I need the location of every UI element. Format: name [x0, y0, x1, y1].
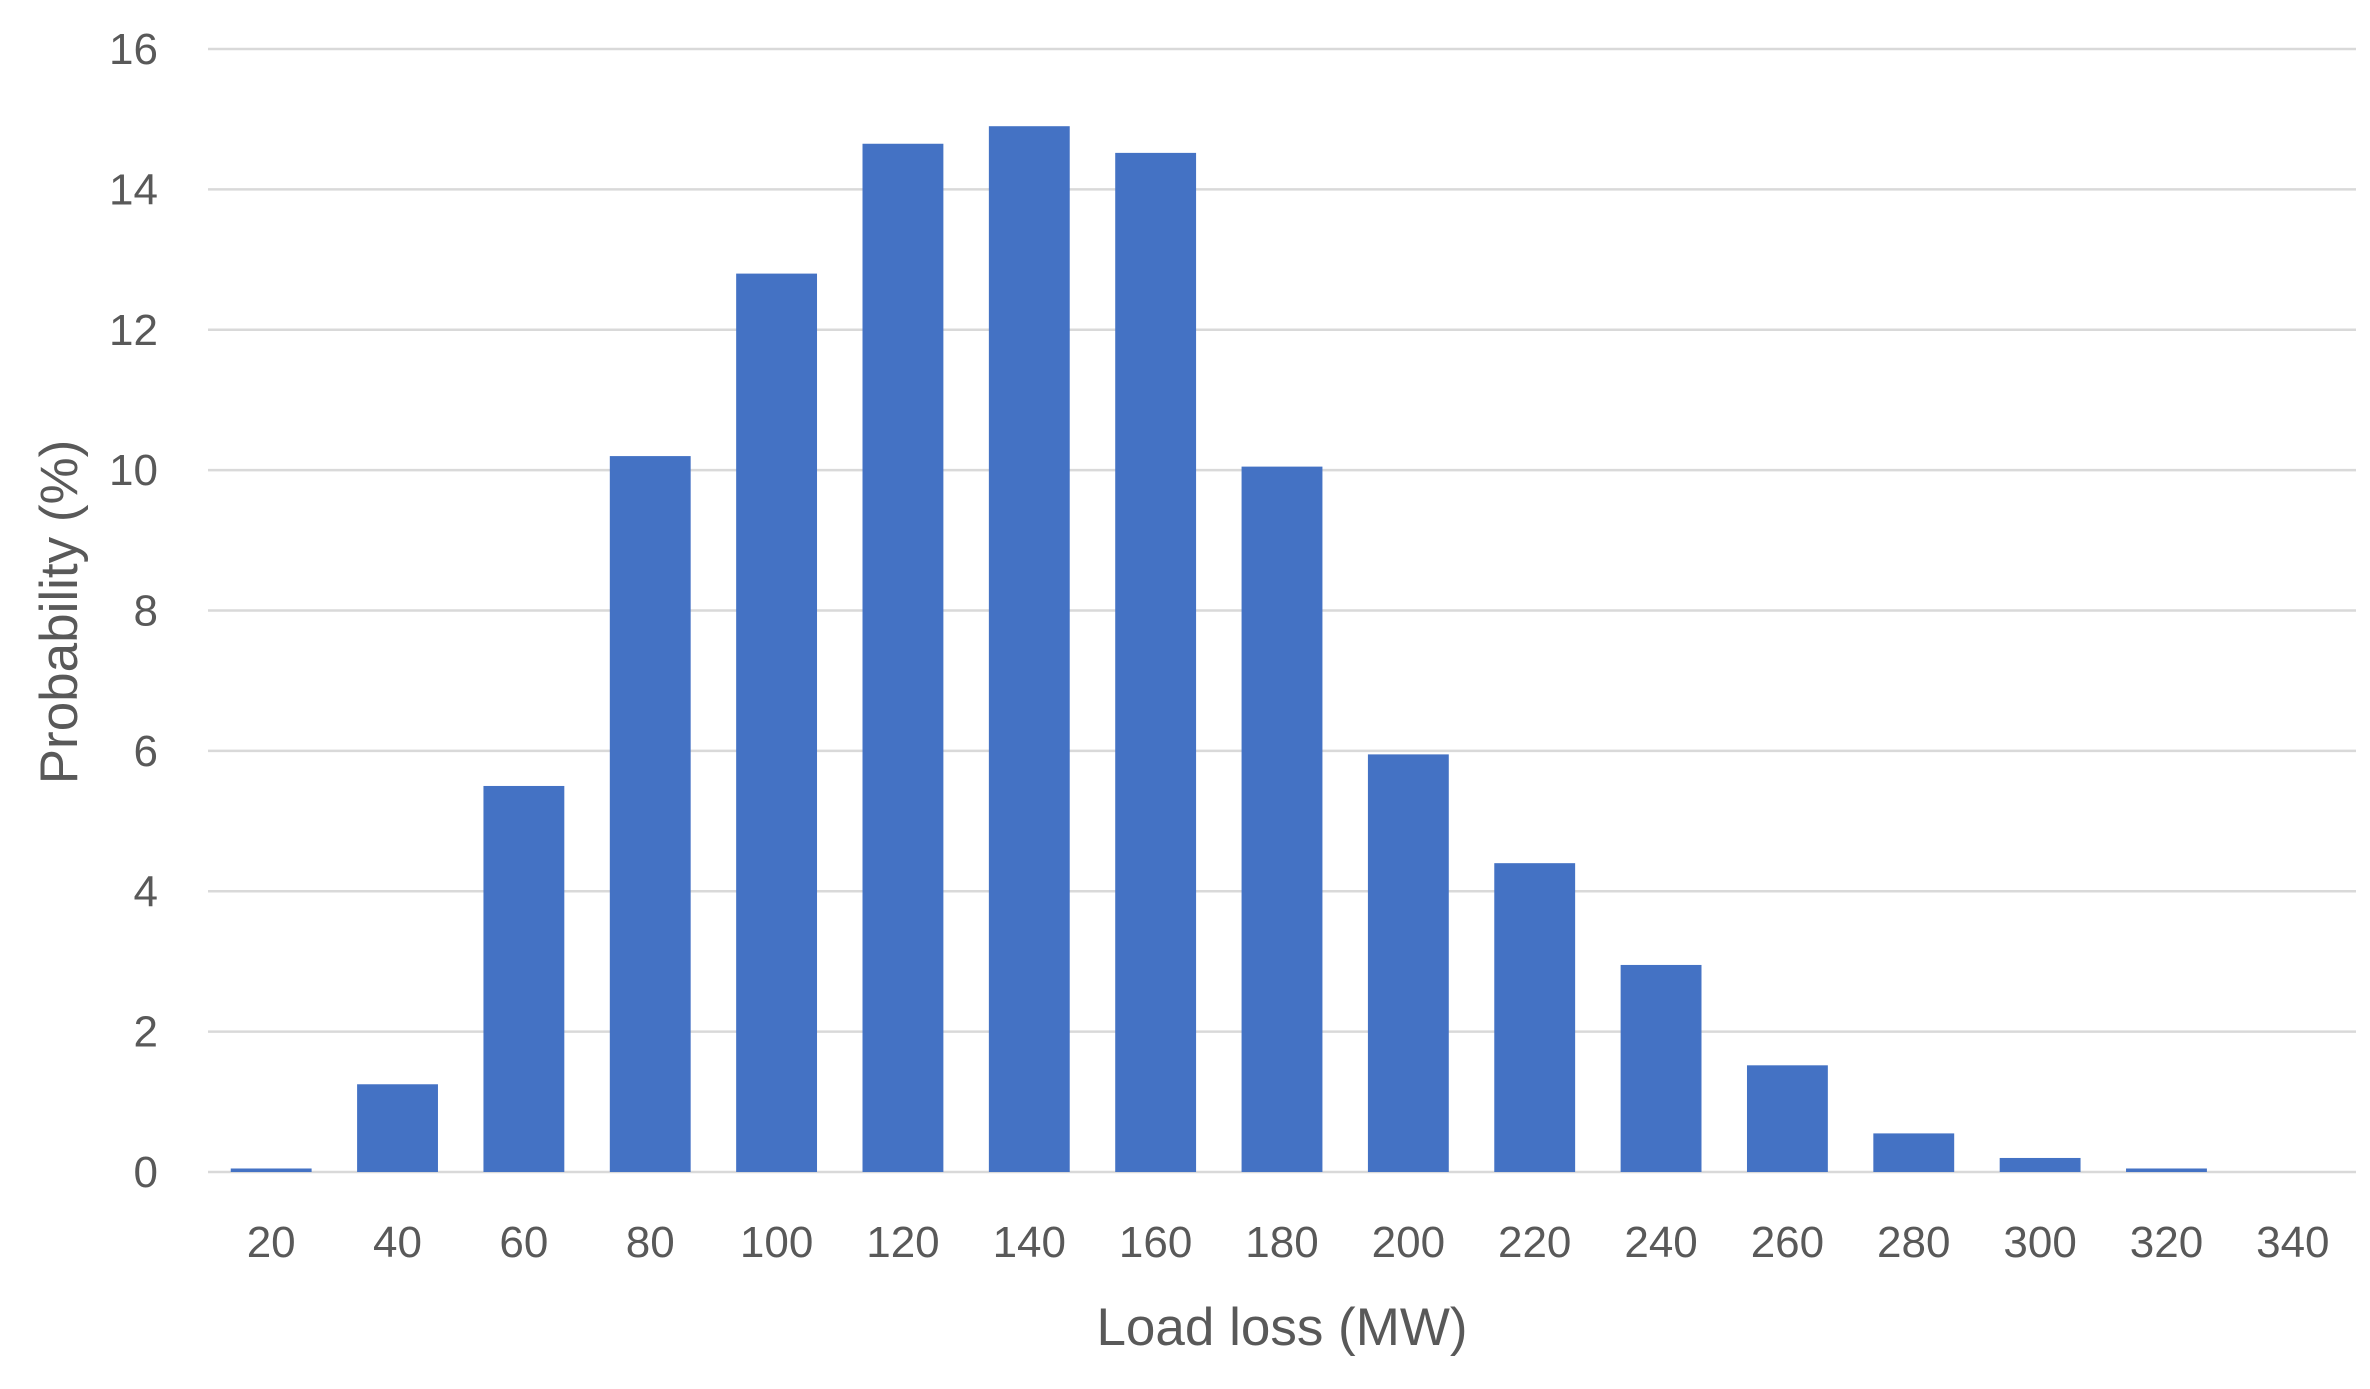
x-tick-label: 200 [1372, 1218, 1445, 1267]
bar [1620, 964, 1702, 1172]
bars [230, 126, 2207, 1173]
x-tick-label: 180 [1245, 1218, 1318, 1267]
bar [483, 785, 565, 1172]
y-tick-label: 16 [109, 25, 158, 74]
bar [1367, 754, 1449, 1172]
x-tick-label: 300 [2003, 1218, 2076, 1267]
bar [1873, 1133, 1955, 1172]
y-tick-label: 2 [134, 1008, 158, 1057]
y-axis-ticks: 0 2 4 6 8 10 12 14 16 [109, 25, 158, 1197]
y-tick-label: 4 [134, 867, 158, 916]
y-tick-label: 0 [134, 1148, 158, 1197]
x-tick-label: 220 [1498, 1218, 1571, 1267]
bar [736, 273, 818, 1173]
bar [2126, 1168, 2207, 1172]
x-tick-label: 60 [499, 1218, 548, 1267]
x-tick-label: 160 [1119, 1218, 1192, 1267]
bar [1241, 466, 1323, 1173]
x-tick-label: 240 [1624, 1218, 1697, 1267]
x-tick-label: 140 [993, 1218, 1066, 1267]
x-tick-label: 340 [2256, 1218, 2329, 1267]
bar [862, 143, 944, 1172]
x-axis-ticks: 20 40 60 80 100 120 140 160 180 200 220 240 260 280 30… [247, 1218, 2330, 1267]
y-tick-label: 14 [109, 165, 158, 214]
bar [1115, 152, 1197, 1172]
bar [609, 456, 691, 1172]
y-tick-label: 10 [109, 446, 158, 495]
bar [1999, 1157, 2081, 1172]
x-tick-label: 280 [1877, 1218, 1950, 1267]
bar [230, 1168, 312, 1172]
y-tick-label: 8 [134, 587, 158, 636]
x-axis-title: Load loss (MW) [1096, 1298, 1467, 1357]
bar [988, 126, 1070, 1172]
x-tick-label: 20 [247, 1218, 296, 1267]
x-tick-label: 100 [740, 1218, 813, 1267]
x-tick-label: 120 [866, 1218, 939, 1267]
bar [1494, 863, 1576, 1172]
y-axis-title: Probability (%) [30, 440, 89, 785]
x-tick-label: 320 [2130, 1218, 2203, 1267]
y-tick-label: 6 [134, 727, 158, 776]
x-tick-label: 40 [373, 1218, 422, 1267]
x-tick-label: 260 [1751, 1218, 1824, 1267]
x-tick-label: 80 [626, 1218, 675, 1267]
bar [357, 1084, 438, 1172]
bar [1746, 1065, 1828, 1172]
y-tick-label: 12 [109, 306, 158, 355]
